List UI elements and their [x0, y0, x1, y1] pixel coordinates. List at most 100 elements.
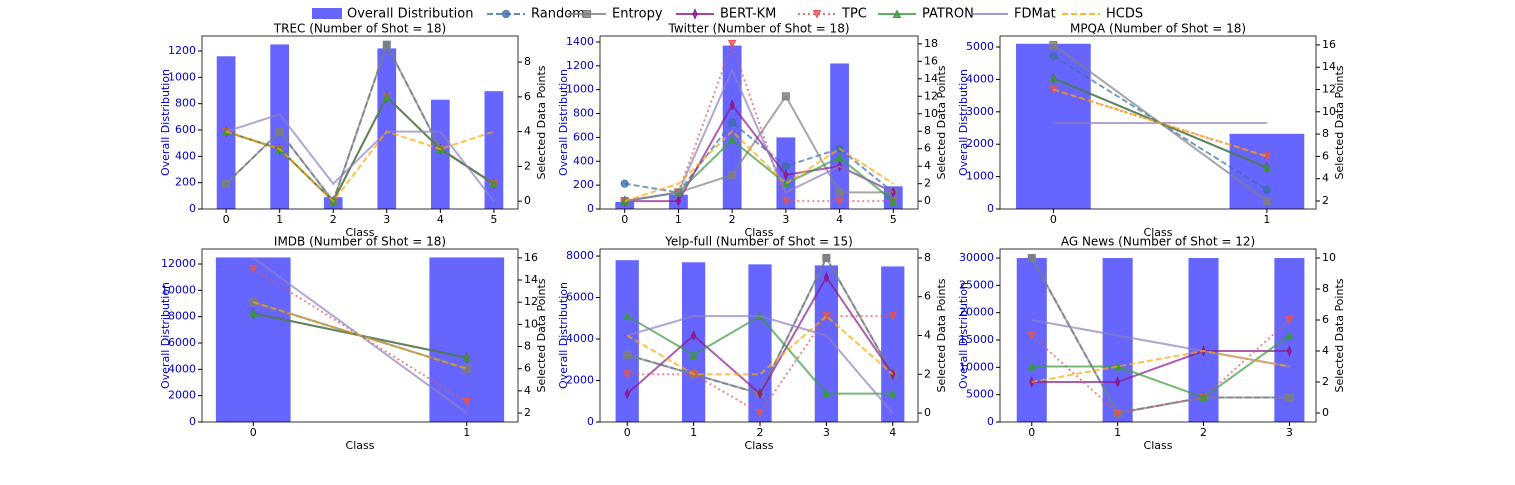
marker: [781, 92, 790, 101]
marker: [728, 118, 737, 127]
x-tick-label: 1: [690, 426, 697, 439]
subplot: Twitter (Number of Shot = 18)0 1 2 3 4 502004…: [557, 22, 948, 240]
subplot-title: Yelp-full (Number of Shot = 15): [664, 235, 853, 249]
y-tick-label: 800: [175, 97, 196, 110]
y-tick-label: 600: [573, 130, 594, 143]
y2-tick-label: 12: [1322, 83, 1336, 96]
series-line: [624, 129, 894, 203]
x-axis-label: Class: [1144, 439, 1173, 452]
marker: [620, 179, 629, 188]
marker: [1262, 162, 1272, 172]
series-line: [1030, 257, 1290, 415]
marker: [1285, 330, 1294, 340]
marker: [888, 196, 898, 206]
x-tick-label: 1: [463, 426, 470, 439]
x-tick-label: 3: [823, 426, 830, 439]
marker: [248, 264, 258, 274]
x-tick-label: 2: [729, 213, 736, 226]
y-tick-label: 5000: [966, 388, 994, 401]
y-tick-label: 12000: [161, 257, 196, 270]
marker: [624, 387, 630, 400]
legend-swatch: [312, 8, 342, 19]
y-axis-label: Overall Distribution: [159, 69, 172, 176]
marker: [1262, 152, 1272, 162]
y2-tick-label: 6: [1322, 313, 1329, 326]
y2-axis-label: Selected Data Points: [535, 65, 548, 179]
bar: [270, 44, 290, 209]
marker: [1285, 393, 1294, 402]
marker: [462, 397, 472, 407]
y-tick-label: 8000: [566, 249, 594, 262]
marker: [1113, 409, 1122, 418]
bar: [881, 266, 905, 422]
y-tick-label: 10000: [161, 283, 196, 296]
y2-tick-label: 6: [524, 362, 531, 375]
marker: [823, 271, 829, 284]
marker: [489, 179, 499, 188]
y2-axis-label: Selected Data Points: [1333, 278, 1346, 392]
y-axis-label: Overall Distribution: [557, 282, 570, 389]
y-tick-label: 6000: [566, 291, 594, 304]
marker: [382, 40, 391, 49]
y2-tick-label: 2: [924, 177, 931, 190]
legend-label: Random: [531, 7, 585, 22]
y2-tick-label: 14: [1322, 60, 1336, 73]
marker: [757, 387, 763, 400]
marker: [1199, 392, 1208, 402]
x-tick-label: 0: [621, 213, 628, 226]
y2-tick-label: 14: [524, 273, 538, 286]
x-tick-label: 1: [1263, 213, 1270, 226]
legend-label: BERT-KM: [720, 7, 776, 22]
x-tick-label: 4: [836, 213, 843, 226]
subplot: MPQA (Number of Shot = 18)0 1010002000300…: [957, 22, 1346, 240]
y-tick-label: 2000: [566, 374, 594, 387]
bar: [615, 260, 639, 422]
series-line: [626, 315, 894, 414]
y-tick-label: 400: [175, 149, 196, 162]
x-axis-label: Class: [1144, 226, 1173, 239]
y-tick-label: 0: [587, 415, 594, 428]
subplot-title: AG News (Number of Shot = 12): [1061, 235, 1255, 249]
x-tick-label: 2: [330, 213, 337, 226]
y2-tick-label: 16: [924, 54, 938, 67]
x-axis-label: Class: [745, 226, 774, 239]
y-tick-label: 0: [587, 202, 594, 215]
marker: [728, 170, 737, 179]
legend-label: PATRON: [922, 7, 974, 22]
y2-tick-label: 12: [524, 295, 538, 308]
marker: [222, 179, 231, 188]
series-line: [624, 103, 894, 203]
x-tick-label: 2: [756, 426, 763, 439]
marker: [692, 8, 698, 20]
marker: [502, 10, 510, 18]
y2-tick-label: 2: [1322, 375, 1329, 388]
x-tick-label: 0: [250, 426, 257, 439]
y2-axis-label: Selected Data Points: [535, 278, 548, 392]
marker: [462, 352, 472, 362]
marker: [462, 364, 471, 373]
marker: [812, 10, 822, 19]
subplot-title: IMDB (Number of Shot = 18): [274, 235, 446, 249]
y2-tick-label: 2: [524, 406, 531, 419]
marker: [727, 39, 737, 49]
bar: [429, 257, 505, 422]
marker: [248, 308, 258, 318]
y2-tick-label: 10: [1322, 251, 1336, 264]
y2-tick-label: 8: [1322, 127, 1329, 140]
bar: [1016, 43, 1091, 209]
series-line: [225, 42, 495, 204]
subplot-title: MPQA (Number of Shot = 18): [1070, 22, 1246, 36]
marker: [755, 409, 765, 418]
axes-frame: [599, 35, 919, 210]
axes-frame: [201, 248, 519, 423]
y2-tick-label: 10: [1322, 105, 1336, 118]
y2-tick-label: 4: [1322, 172, 1329, 185]
marker: [822, 253, 831, 262]
x-tick-label: 1: [276, 213, 283, 226]
y-tick-label: 0: [987, 415, 994, 428]
y2-tick-label: 16: [524, 251, 538, 264]
bar: [215, 257, 291, 422]
y-axis-label: Overall Distribution: [957, 282, 970, 389]
y2-tick-label: 10: [524, 317, 538, 330]
y2-tick-label: 6: [924, 290, 931, 303]
